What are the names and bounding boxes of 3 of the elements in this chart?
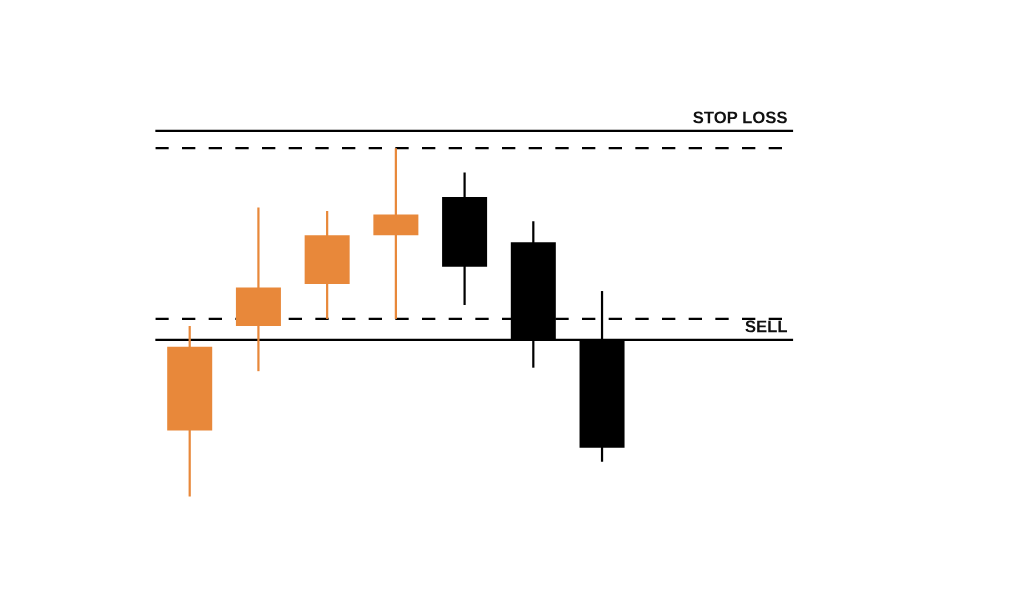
candlestick	[373, 147, 419, 321]
ref-line-label: STOP LOSS	[693, 111, 787, 124]
ref-line-label: SELL	[745, 320, 788, 333]
